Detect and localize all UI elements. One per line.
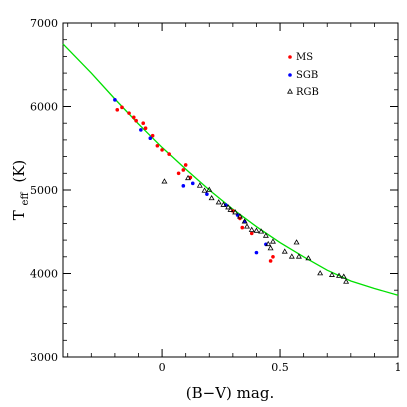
point-rgb — [262, 232, 269, 238]
y-tick-label: 7000 — [30, 17, 58, 30]
x-tick-label: 0 — [159, 361, 166, 374]
point-ms — [134, 118, 138, 123]
point-rgb — [208, 194, 215, 201]
point-rgb — [201, 187, 208, 193]
point-rgb — [343, 278, 350, 284]
y-axis-title-unit: (K) — [10, 160, 28, 183]
point-ms — [268, 259, 273, 263]
x-tick-label: 1 — [395, 361, 402, 374]
point-ms — [131, 115, 136, 120]
point-ms — [271, 254, 275, 259]
point-rgb — [225, 204, 232, 210]
point-rgb — [206, 186, 213, 192]
point-ms — [143, 126, 148, 131]
point-rgb — [340, 273, 347, 279]
point-ms — [155, 143, 160, 148]
point-ms — [127, 111, 131, 115]
tick-labels: 0 0.5 1 3000 4000 5000 6000 7000 — [30, 17, 402, 374]
point-rgb — [220, 201, 227, 207]
point-rgb — [267, 245, 274, 251]
svg-text:T eff (K): T eff (K) — [10, 160, 32, 221]
point-ms — [183, 163, 188, 167]
point-rgb — [293, 239, 300, 245]
point-rgb — [232, 209, 239, 215]
point-rgb — [295, 253, 302, 259]
point-sgb — [148, 136, 153, 141]
legend-label-ms: MS — [296, 52, 313, 63]
y-tick-label: 6000 — [30, 101, 58, 114]
point-rgb — [185, 174, 192, 181]
legend-marker-rgb — [287, 88, 293, 94]
point-rgb — [244, 223, 251, 229]
point-sgb — [190, 181, 195, 186]
plot-frame — [62, 22, 399, 358]
point-ms — [150, 133, 155, 138]
point-ms — [249, 231, 254, 236]
fit-curve — [62, 43, 399, 296]
point-rgb — [215, 199, 222, 205]
point-ms — [181, 168, 186, 172]
point-sgb — [139, 128, 143, 132]
point-sgb — [113, 98, 117, 102]
point-rgb — [281, 248, 288, 254]
point-rgb — [328, 271, 335, 277]
point-rgb — [258, 228, 265, 234]
point-rgb — [241, 218, 248, 224]
point-ms — [120, 105, 124, 110]
point-ms — [141, 121, 146, 125]
point-rgb — [317, 270, 324, 276]
point-rgb — [196, 182, 203, 188]
legend-label-sgb: SGB — [296, 70, 318, 81]
y-tick-label: 5000 — [30, 184, 58, 197]
point-sgb — [264, 242, 268, 247]
legend: MS SGB RGB — [287, 52, 319, 98]
y-axis-title: T eff (K) — [10, 160, 32, 221]
point-rgb — [336, 272, 343, 278]
y-tick-label: 3000 — [30, 351, 58, 364]
point-rgb — [161, 178, 168, 184]
y-tick-label: 4000 — [30, 268, 58, 281]
point-rgb — [265, 240, 272, 247]
point-sgb — [223, 203, 228, 207]
point-ms — [240, 225, 245, 230]
legend-marker-ms — [288, 55, 292, 59]
point-ms — [160, 148, 164, 152]
point-sgb — [254, 250, 259, 255]
point-rgb — [248, 226, 255, 232]
point-rgb — [227, 206, 234, 212]
data-points — [113, 98, 350, 284]
point-rgb — [288, 253, 295, 259]
point-ms — [167, 152, 171, 156]
point-rgb — [305, 255, 312, 261]
point-ms — [176, 171, 181, 176]
point-ms — [115, 108, 120, 112]
point-rgb — [269, 238, 276, 244]
point-sgb — [181, 184, 186, 188]
legend-marker-sgb — [288, 73, 292, 77]
y-axis-title-main: T — [10, 210, 28, 220]
x-axis-title: (B−V) mag. — [186, 384, 274, 402]
point-rgb — [253, 227, 260, 233]
x-tick-label: 0.5 — [271, 361, 289, 374]
y-axis-title-sub: eff — [20, 192, 31, 206]
legend-label-rgb: RGB — [296, 87, 319, 98]
point-sgb — [205, 192, 209, 196]
axis-ticks — [63, 22, 399, 358]
point-rgb — [236, 213, 243, 219]
